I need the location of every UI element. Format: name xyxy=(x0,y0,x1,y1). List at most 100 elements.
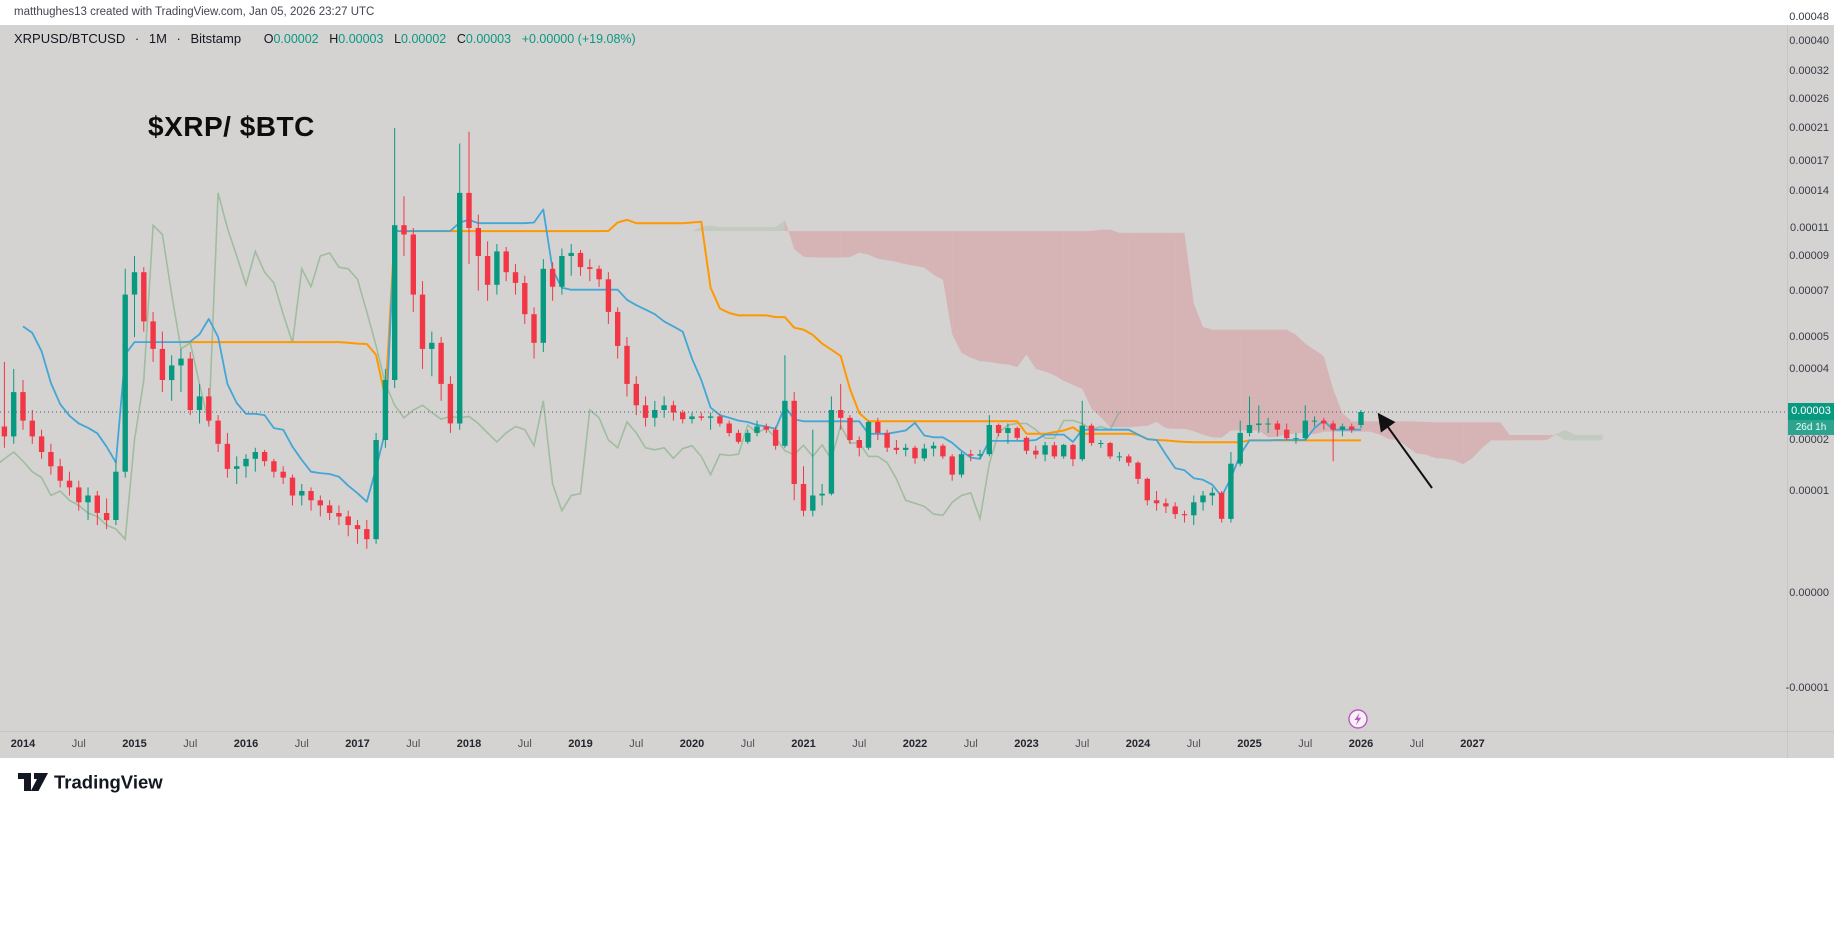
candle-body xyxy=(1181,514,1188,516)
symbol-title[interactable]: XRPUSD/BTCUSD xyxy=(14,31,126,46)
kumo-cloud-bullish xyxy=(738,227,748,232)
kumo-cloud-bearish xyxy=(1110,229,1120,428)
price-axis-label: 0.00011 xyxy=(1790,222,1829,234)
candle-body xyxy=(1163,503,1169,507)
price-axis-label: 0.00032 xyxy=(1789,65,1829,78)
time-axis-year-label: 2026 xyxy=(1348,738,1374,750)
kumo-cloud-bearish xyxy=(877,231,888,261)
candle-body xyxy=(1293,438,1299,440)
kumo-cloud-bearish xyxy=(1444,422,1454,461)
time-axis-year-label: 2025 xyxy=(1237,738,1262,750)
kumo-cloud-bearish xyxy=(859,231,869,255)
time-axis[interactable]: 2014 Jul 2015 Jul 2016 Jul 2017 Jul 2018 Jul 2019 J… xyxy=(0,731,1834,758)
candle-body xyxy=(1358,412,1364,425)
boost-icon[interactable] xyxy=(1348,709,1368,729)
attribution-bar: matthughes13 created with TradingView.co… xyxy=(0,0,1834,25)
time-axis-year-label: 2022 xyxy=(902,738,928,750)
candle-body xyxy=(252,452,258,459)
candle-body xyxy=(187,358,193,410)
kumo-cloud-bullish xyxy=(1574,434,1584,441)
candle-body xyxy=(540,268,546,343)
candle-body xyxy=(20,392,26,421)
kumo-cloud-bearish xyxy=(1286,329,1296,435)
candle-body xyxy=(206,396,212,421)
kumo-cloud-bearish xyxy=(952,231,962,353)
kumo-cloud-bullish xyxy=(747,227,757,232)
candle-body xyxy=(457,192,463,424)
time-axis-month-label: Jul xyxy=(852,738,867,750)
candle-body xyxy=(1107,443,1113,457)
kumo-cloud-bearish xyxy=(1435,422,1445,459)
kumo-cloud-bearish xyxy=(1481,422,1492,449)
candle-body xyxy=(670,405,677,413)
candle-body xyxy=(652,410,658,418)
kumo-cloud-bearish xyxy=(1249,329,1259,431)
candle-body xyxy=(438,342,444,384)
kumo-cloud-bearish xyxy=(1017,231,1027,368)
kumo-cloud-bearish xyxy=(784,220,795,250)
price-axis[interactable]: 0.00003 26d 1h 0.00048 0.00040 0.00032 0.00… xyxy=(1785,11,1834,758)
kumo-cloud-bearish xyxy=(794,231,804,257)
candle-body xyxy=(1274,423,1281,430)
time-axis-year-label: 2023 xyxy=(1014,738,1039,750)
kumo-cloud-bearish xyxy=(896,231,906,265)
chart-area[interactable]: XRPUSD/BTCUSD · 1M · Bitstamp O0.00002 H… xyxy=(0,11,1834,758)
low-value: 0.00002 xyxy=(401,32,447,46)
kumo-cloud-bearish xyxy=(1045,231,1055,376)
candle-body xyxy=(1014,428,1020,438)
price-axis-label: 0.00004 xyxy=(1789,362,1829,375)
candle-body xyxy=(1079,425,1085,460)
candle-body xyxy=(76,487,82,503)
candle-body xyxy=(1135,462,1141,479)
low-label: L xyxy=(394,32,402,46)
candle-body xyxy=(1284,429,1290,439)
kumo-cloud-bearish xyxy=(1073,231,1083,389)
candle-body xyxy=(280,471,286,478)
kumo-cloud-bearish xyxy=(1528,435,1538,441)
last-price-badge: 0.00003 xyxy=(1788,403,1834,421)
kumo-cloud-bearish xyxy=(803,231,813,258)
kumo-cloud-bearish xyxy=(1082,230,1092,409)
candle-body xyxy=(726,423,732,433)
candle-body xyxy=(141,272,147,322)
candle-body xyxy=(401,225,407,235)
candle-body xyxy=(1126,456,1132,463)
kumo-cloud-bearish xyxy=(1100,229,1111,428)
kumo-cloud-bearish xyxy=(1379,421,1389,440)
exchange-label[interactable]: Bitstamp xyxy=(190,31,242,46)
tradingview-logo[interactable]: TradingView xyxy=(15,768,175,796)
kumo-cloud-bearish xyxy=(1156,232,1166,429)
candle-body xyxy=(85,495,91,503)
tradingview-mark-icon xyxy=(30,773,48,791)
candle-body xyxy=(57,466,63,481)
kumo-cloud-bearish xyxy=(1240,329,1250,431)
chart-canvas[interactable] xyxy=(0,25,1834,758)
kumo-cloud-bearish xyxy=(1230,329,1241,431)
kumo-cloud-bearish xyxy=(1193,303,1203,435)
candle-body xyxy=(429,342,435,349)
candle-body xyxy=(1,426,8,437)
candle-body xyxy=(1051,445,1058,457)
candle-body xyxy=(522,283,528,315)
candle-body xyxy=(940,445,946,457)
candle-body xyxy=(122,294,128,472)
kumo-cloud-bearish xyxy=(1268,329,1278,438)
time-axis-month-label: Jul xyxy=(406,738,421,750)
kumo-cloud-bearish xyxy=(1035,231,1046,372)
candle-body xyxy=(159,348,166,380)
candle-body xyxy=(494,251,500,285)
kumo-cloud-bearish xyxy=(1323,356,1334,432)
candle-body xyxy=(921,448,927,459)
interval-label[interactable]: 1M xyxy=(148,31,167,46)
candle-body xyxy=(1265,423,1271,425)
candle-body xyxy=(568,252,574,256)
tradingview-wordmark: TradingView xyxy=(54,772,163,793)
price-axis-label: -0.00001 xyxy=(1785,682,1829,694)
candle-body xyxy=(912,447,918,459)
kumo-cloud-bearish xyxy=(1333,389,1343,432)
candle-body xyxy=(271,461,277,472)
legend: XRPUSD/BTCUSD · 1M · Bitstamp O0.00002 H… xyxy=(14,31,636,46)
kumo-cloud-bearish xyxy=(1221,329,1231,438)
kumo-cloud-bullish xyxy=(719,227,730,232)
candle-body xyxy=(11,392,17,437)
